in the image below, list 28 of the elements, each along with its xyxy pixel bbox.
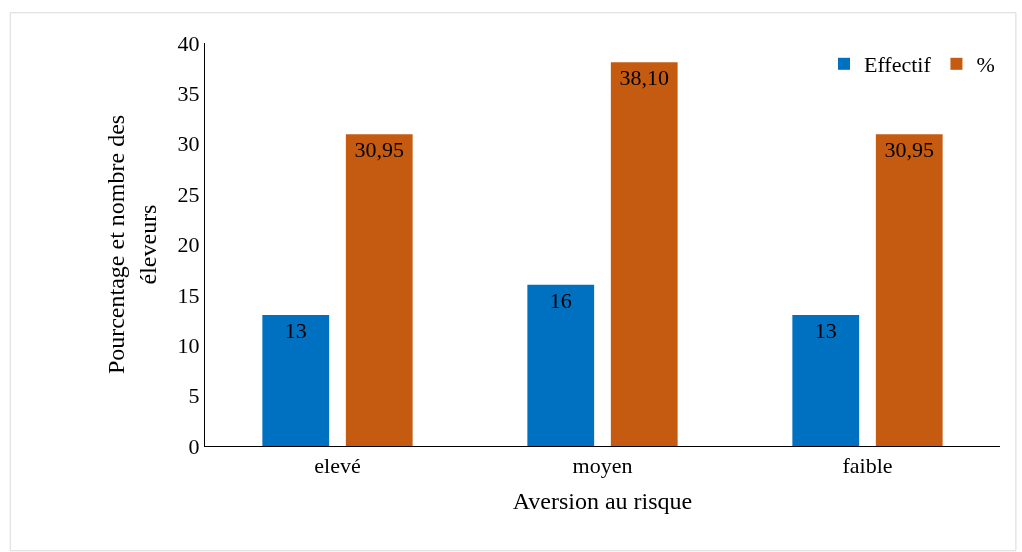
x-tick-label: faible [842,453,893,479]
bar [610,62,678,446]
y-tick-label: 20 [177,232,200,258]
bar [345,134,413,446]
data-label: 30,95 [884,137,934,163]
bar [262,315,330,446]
data-label: 38,10 [619,65,669,91]
x-tick-label: moyen [572,453,633,479]
y-tick-label: 30 [177,131,200,157]
x-axis-title: Aversion au risque [512,487,693,514]
y-tick-label: 5 [188,383,200,409]
y-tick-label: 35 [177,81,200,107]
y-tick-label: 15 [177,282,200,308]
y-tick-label: 10 [177,332,200,358]
y-tick-label: 25 [177,181,200,207]
bar [792,315,860,446]
data-label: 16 [549,287,572,313]
bar [527,284,595,446]
y-tick-label: 40 [177,30,200,56]
x-tick-label: elevé [314,453,361,479]
data-label: 13 [284,318,307,344]
data-label: 30,95 [354,137,404,163]
y-tick-label: 0 [188,433,200,459]
data-label: 13 [814,318,837,344]
legend-label: % [976,52,995,78]
bar [875,134,943,446]
legend-label: Effectif [864,52,932,78]
y-axis-title: Pourcentage et nombre des éleveurs [103,114,161,375]
